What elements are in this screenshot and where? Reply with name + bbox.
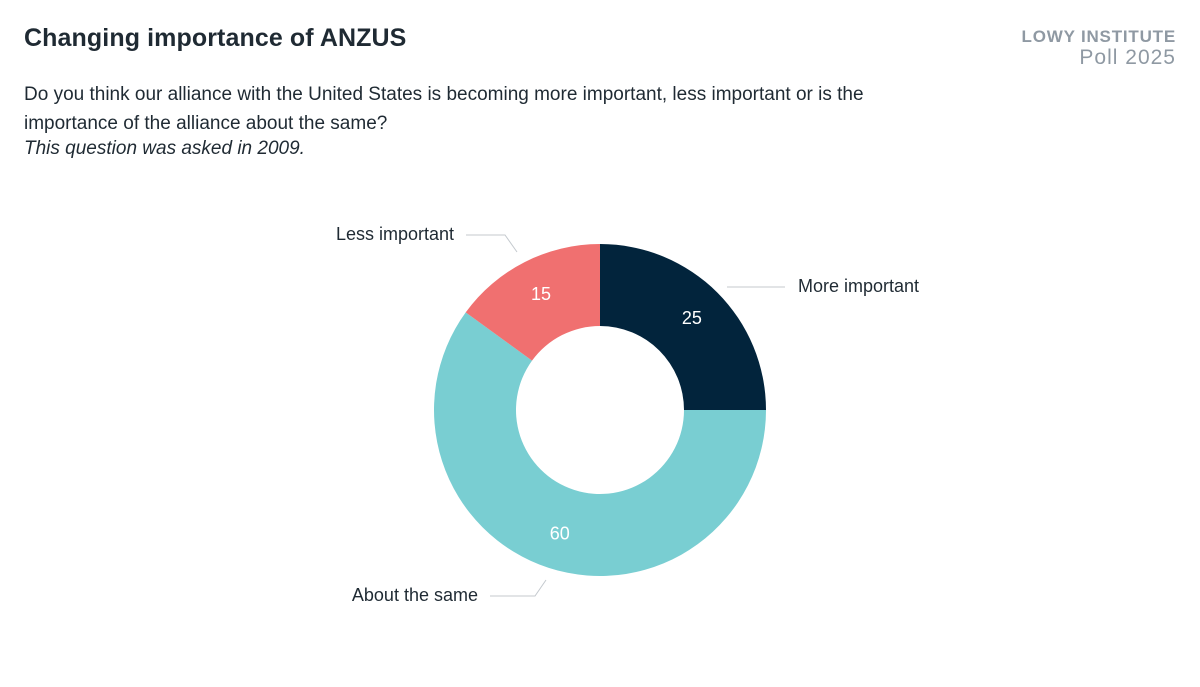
value-label-more-important: 25 [682, 308, 702, 328]
category-label-more-important: More important [798, 276, 919, 296]
chart-title: Changing importance of ANZUS [24, 24, 407, 52]
brand-poll-year: Poll 2025 [1079, 46, 1176, 69]
slice-less-important [465, 244, 600, 361]
category-label-less-important: Less important [336, 224, 454, 244]
brand-name: LOWY INSTITUTE [1021, 27, 1176, 46]
category-label-about-the-same: About the same [352, 585, 478, 605]
question-note: This question was asked in 2009. [24, 138, 305, 159]
leader-line-about-the-same [490, 579, 547, 597]
lowy-institute-logo: LOWY INSTITUTE Poll 2025 [1022, 28, 1176, 68]
survey-question: Do you think our alliance with the Unite… [24, 84, 864, 134]
leader-line-less-important [466, 234, 518, 253]
value-label-about-the-same: 60 [550, 524, 570, 544]
value-label-less-important: 15 [531, 284, 551, 304]
slice-about-the-same [433, 312, 766, 576]
slice-more-important [600, 244, 766, 410]
